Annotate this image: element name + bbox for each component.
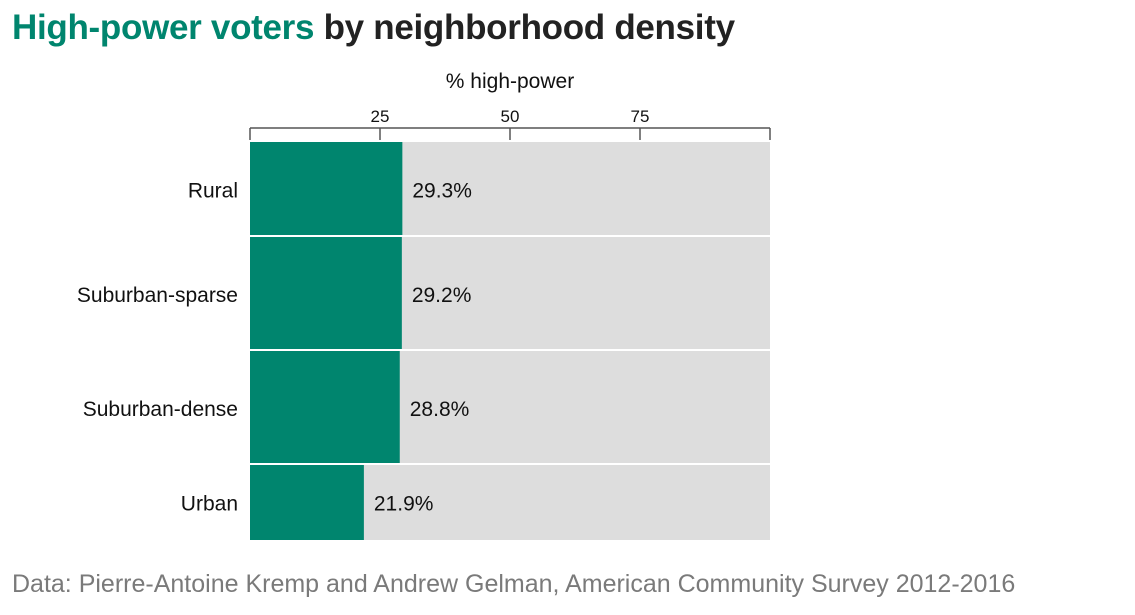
bar: [250, 465, 364, 540]
bars: [250, 142, 403, 540]
bar-chart: % high-power 25 50 75 Rural 29.3% Suburban-s…: [77, 70, 771, 540]
bar: [250, 237, 402, 349]
x-tick-label: 75: [631, 107, 650, 126]
category-label: Suburban-dense: [83, 398, 238, 421]
category-label: Suburban-sparse: [77, 284, 238, 307]
value-label: 29.3%: [412, 180, 472, 203]
x-axis-label: % high-power: [446, 70, 574, 93]
x-axis: 25 50 75: [249, 107, 771, 140]
chart-title: High-power voters by neighborhood densit…: [12, 8, 735, 48]
chart-title-highlight: High-power voters: [12, 8, 315, 47]
value-label: 29.2%: [412, 284, 472, 307]
chart-title-rest: by neighborhood density: [314, 8, 735, 47]
category-label: Rural: [188, 180, 238, 203]
x-tick-label: 50: [501, 107, 520, 126]
category-label: Urban: [181, 493, 238, 516]
value-label: 28.8%: [410, 398, 470, 421]
x-tick-label: 25: [371, 107, 390, 126]
bar: [250, 351, 400, 463]
source-note: Data: Pierre-Antoine Kremp and Andrew Ge…: [12, 570, 1016, 598]
value-label: 21.9%: [374, 493, 434, 516]
labels: Rural 29.3% Suburban-sparse 29.2% Suburban-d…: [77, 180, 472, 516]
bar: [250, 142, 403, 235]
